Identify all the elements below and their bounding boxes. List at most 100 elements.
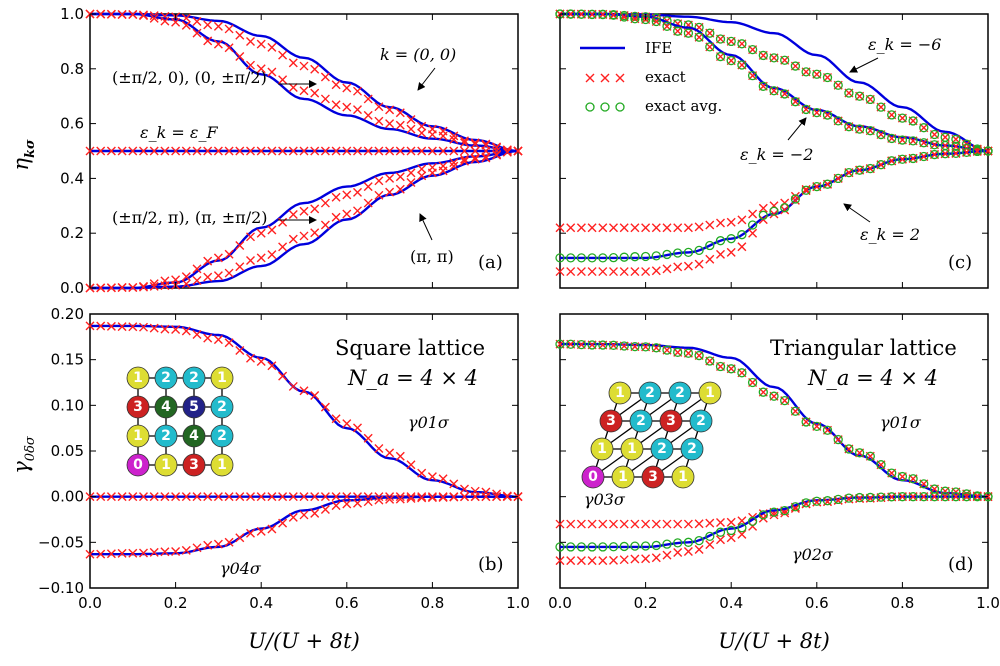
avg-marker-d-2 [576, 542, 587, 552]
avg-marker-d-2 [951, 492, 961, 502]
exact-marker-a-1 [246, 60, 255, 70]
exact-marker-b-2 [502, 492, 512, 502]
x-tick-label: 0.4 [249, 594, 273, 612]
avg-marker-d-2 [801, 498, 811, 508]
b-title: Square lattice [335, 336, 485, 360]
exact-marker-b-0 [353, 423, 362, 433]
exact-marker-b-0 [417, 468, 427, 478]
exact-marker-a-4 [224, 268, 234, 278]
avg-marker-c-0 [747, 44, 758, 55]
tick-layer: 0.0 0.2 0.4 0.6 0.8 1.0 0.0 0.2 0.4 0.6 0.8 1.0 −0.1… [38, 5, 1000, 612]
avg-marker-c-0 [726, 36, 736, 47]
avg-marker-d-2 [940, 492, 950, 502]
exact-marker-d-1 [609, 519, 618, 529]
x-axis-label-right: U/(U + 8t) [718, 629, 830, 653]
lattice-atom [671, 465, 695, 489]
avg-marker-c-2 [876, 160, 886, 170]
exact-marker-c-2 [737, 215, 747, 225]
avg-marker-d-2 [598, 542, 608, 552]
exact-marker-a-4 [417, 171, 427, 181]
lattice-atom-label: 1 [133, 428, 143, 444]
exact-marker-a-4 [235, 262, 245, 272]
a-label-k2: (±π/2, π), (π, ±π/2) [112, 208, 268, 227]
exact-low-marker-c-2 [619, 267, 629, 277]
exact-marker-a-3 [235, 241, 245, 251]
exact-marker-b-0 [149, 323, 159, 333]
exact-marker-a-3 [342, 190, 352, 200]
avg-marker-c-2 [715, 236, 726, 246]
y-tick-label: 1.0 [60, 5, 84, 23]
exact-marker-a-1 [438, 131, 448, 141]
avg-marker-c-1 [758, 81, 768, 91]
d-label-g02: γ02σ [792, 545, 834, 564]
x-axis-label-left: U/(U + 8t) [248, 629, 360, 653]
avg-marker-c-1 [919, 138, 929, 148]
exact-marker-a-3 [192, 264, 202, 274]
avg-marker-d-0 [812, 421, 822, 431]
avg-marker-c-1 [726, 55, 736, 66]
exact-marker-a-2 [374, 146, 384, 156]
exact-low-marker-c-2 [769, 209, 779, 219]
ife-line-b-2 [90, 495, 518, 556]
avg-marker-d-2 [919, 492, 929, 502]
exact-marker-a-4 [395, 184, 405, 194]
avg-marker-d-0 [705, 356, 715, 366]
avg-marker-d-2 [758, 510, 768, 520]
exact-marker-a-2 [181, 146, 191, 156]
avg-marker-d-2 [630, 541, 640, 551]
exact-marker-a-1 [320, 94, 330, 104]
exact-marker-d-2 [790, 504, 800, 514]
exact-marker-a-0 [192, 17, 202, 27]
exact-marker-d-2 [598, 556, 608, 566]
avg-marker-c-0 [822, 72, 833, 83]
avg-marker-d-2 [908, 492, 918, 502]
lattice-atom-label: 2 [217, 428, 227, 444]
avg-marker-c-1 [801, 104, 811, 115]
exact-marker-d-1 [673, 519, 683, 529]
avg-marker-c-0 [876, 102, 886, 112]
lattice-atom-label: 1 [705, 385, 715, 401]
exact-marker-a-3 [363, 182, 373, 192]
avg-marker-d-0 [854, 448, 865, 458]
d-title: Triangular lattice [770, 336, 957, 360]
exact-marker-d-1 [576, 519, 586, 529]
avg-marker-c-2 [683, 247, 694, 258]
exact-marker-b-0 [203, 333, 213, 343]
exact-marker-d-2 [801, 499, 811, 509]
avg-marker-d-2 [673, 538, 683, 548]
legend: IFE exact exact avg. [580, 39, 722, 115]
exact-marker-a-2 [417, 146, 427, 156]
avg-marker-c-1 [630, 14, 640, 24]
avg-marker-c-0 [844, 88, 854, 98]
avg-marker-c-1 [769, 86, 779, 96]
exact-marker-a-4 [460, 156, 469, 166]
avg-marker-c-2 [887, 156, 897, 166]
exact-marker-b-0 [331, 414, 341, 424]
exact-low-marker-c-2 [748, 228, 758, 238]
avg-marker-c-0 [908, 116, 918, 126]
lattice-atom-label: 1 [217, 457, 227, 473]
legend-exact-cross [585, 73, 595, 83]
exact-marker-c-2 [790, 191, 800, 201]
exact-marker-a-0 [224, 24, 234, 34]
exact-marker-a-4 [502, 147, 512, 157]
exact-marker-b-1 [235, 492, 245, 502]
exact-marker-d-1 [598, 519, 608, 529]
exact-marker-a-1 [374, 116, 384, 126]
exact-marker-a-1 [470, 139, 480, 149]
exact-marker-b-0 [460, 484, 469, 494]
lattice-atom-label: 2 [189, 370, 199, 386]
avg-marker-c-0 [790, 61, 801, 71]
lattice-atom [659, 409, 683, 433]
exact-marker-a-0 [299, 61, 309, 71]
avg-marker-d-0 [801, 417, 811, 427]
avg-marker-c-2 [705, 240, 715, 251]
avg-marker-d-2 [608, 542, 619, 552]
exact-marker-b-0 [438, 474, 448, 484]
legend-avg-circle [600, 102, 610, 112]
exact-marker-a-1 [256, 64, 266, 74]
exact-marker-d-2 [651, 553, 661, 563]
avg-marker-d-2 [897, 492, 908, 502]
exact-marker-b-2 [96, 549, 106, 559]
avg-marker-d-0 [887, 468, 897, 478]
